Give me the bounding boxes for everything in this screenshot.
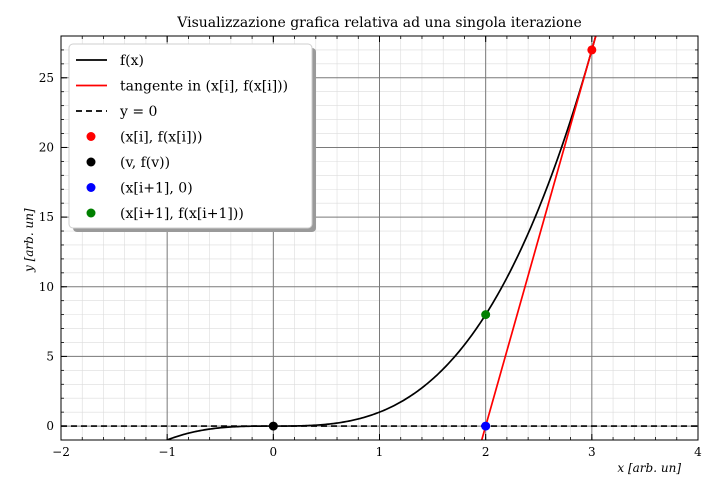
- legend-entry-label: (v, f(v)): [120, 155, 170, 171]
- tangent-line: [480, 36, 597, 440]
- x-tick-label: 0: [270, 445, 278, 459]
- legend-box: [68, 43, 313, 229]
- ticks-layer: [60, 35, 699, 441]
- x-tick-label: 1: [376, 445, 384, 459]
- legend-marker: [86, 183, 96, 192]
- y-tick-label: 5: [46, 349, 54, 363]
- legend-entry-label: (x[i+1], f(x[i+1])): [120, 206, 244, 222]
- legend-entry-label: (x[i], f(x[i])): [120, 130, 203, 146]
- data-point: [481, 310, 491, 320]
- legend-entry-label: (x[i+1], 0): [120, 181, 193, 197]
- data-point: [481, 421, 491, 431]
- y-tick-label: 20: [39, 140, 54, 154]
- data-point: [268, 421, 278, 431]
- x-tick-label: 2: [482, 445, 490, 459]
- legend-entry-label: f(x): [120, 53, 144, 69]
- legend-entry-label: y = 0: [119, 104, 157, 120]
- x-tick-label: −2: [52, 445, 70, 459]
- legend-marker: [86, 157, 96, 167]
- y-tick-label: 15: [39, 210, 54, 224]
- x-tick-label: −1: [158, 445, 176, 459]
- legend-marker: [86, 132, 96, 141]
- x-tick-label: 3: [588, 445, 596, 459]
- y-axis-label: y [arb. un]: [22, 208, 36, 273]
- chart-title: Visualizzazione grafica relativa ad una …: [176, 15, 582, 31]
- series-layer: [61, 36, 698, 440]
- legend-entry-label: tangente in (x[i], f(x[i])): [120, 79, 288, 95]
- data-point: [587, 45, 597, 55]
- tick-labels: −2 −1 0 1 2 3 4 0 5 10 15 20 25: [39, 71, 702, 459]
- x-tick-label: 4: [694, 445, 702, 459]
- y-tick-label: 0: [46, 419, 54, 433]
- legend-marker: [86, 208, 96, 218]
- x-axis-label: x [arb. un]: [617, 461, 681, 475]
- y-tick-label: 10: [39, 280, 54, 294]
- legend: f(x) tangente in (x[i], f(x[i])) y = 0 (x[i…: [68, 43, 316, 232]
- y-tick-label: 25: [39, 71, 54, 85]
